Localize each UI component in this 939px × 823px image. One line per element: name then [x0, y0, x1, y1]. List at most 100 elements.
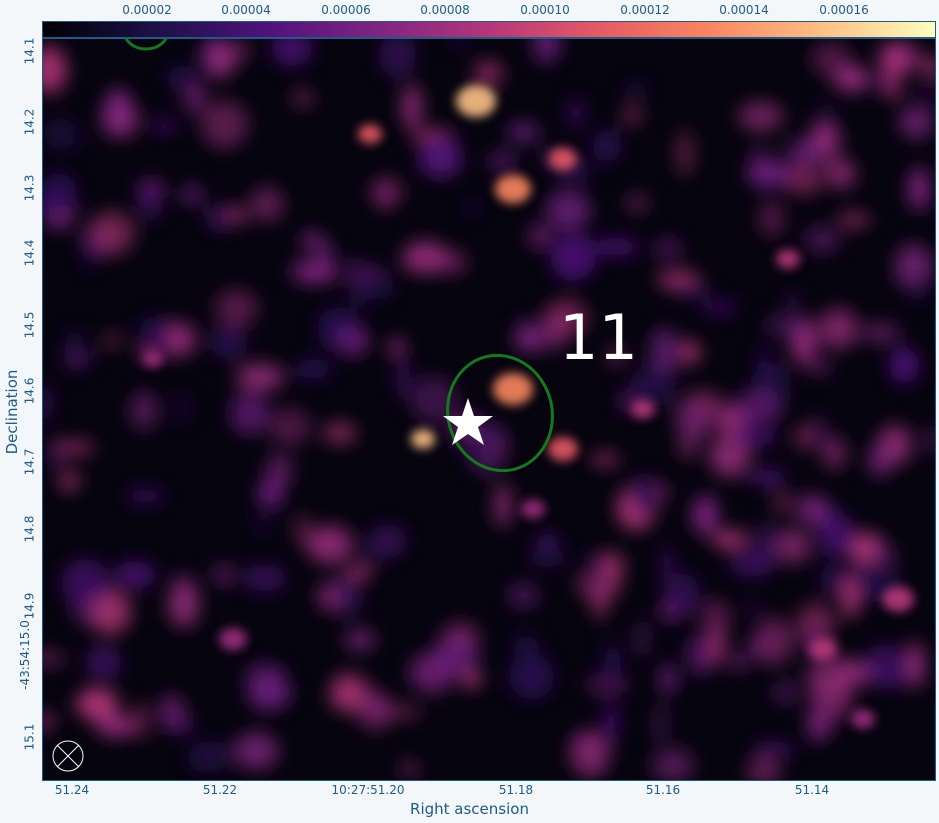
y-tick-label: 14.2	[21, 108, 36, 136]
emission-blob	[772, 682, 800, 704]
emission-blob	[370, 176, 403, 208]
emission-blob	[775, 528, 812, 564]
emission-blob	[811, 40, 851, 77]
emission-blob	[747, 469, 787, 486]
x-tick-label: 10:27:51.20	[331, 783, 405, 797]
emission-blob	[43, 384, 54, 423]
emission-blob	[294, 359, 332, 380]
emission-blob	[841, 574, 859, 619]
emission-blob	[249, 187, 284, 222]
emission-blob	[811, 122, 842, 165]
emission-blob	[547, 309, 567, 351]
emission-blob	[821, 435, 847, 471]
y-tick-label: 14.5	[21, 311, 36, 339]
emission-blob	[687, 635, 714, 675]
emission-blob	[300, 231, 325, 252]
emission-blob	[378, 39, 416, 78]
emission-blob	[43, 651, 67, 666]
emission-blob	[889, 347, 919, 383]
emission-blob	[450, 39, 467, 48]
emission-peak	[358, 124, 382, 144]
emission-blob	[635, 619, 648, 658]
y-tick-label: 14.3	[21, 174, 36, 202]
emission-blob	[347, 258, 361, 288]
emission-blob	[592, 129, 622, 163]
emission-blob	[746, 159, 792, 189]
emission-blob	[507, 122, 541, 143]
emission-blob	[784, 164, 823, 195]
emission-blob	[64, 326, 84, 374]
emission-blob	[150, 118, 178, 133]
emission-blob	[233, 39, 248, 64]
emission-blob	[656, 270, 700, 289]
emission-blob	[712, 530, 748, 549]
emission-blob	[389, 337, 405, 358]
emission-blob	[210, 326, 248, 359]
emission-blob	[884, 86, 903, 100]
y-tick-label: 14.4	[21, 239, 36, 267]
emission-blob	[797, 425, 810, 450]
x-tick-label: 51.14	[794, 783, 830, 797]
emission-blob	[630, 365, 676, 407]
emission-blob	[546, 189, 591, 232]
emission-blob	[660, 544, 674, 585]
emission-peak	[493, 373, 533, 405]
emission-blob	[692, 495, 719, 536]
emission-blob	[676, 130, 694, 177]
emission-blob	[532, 39, 561, 64]
emission-blob	[410, 376, 457, 424]
emission-blob	[698, 301, 738, 315]
emission-peaks	[143, 85, 914, 729]
emission-blob	[764, 312, 810, 339]
emission-blob	[526, 547, 569, 567]
emission-blob	[59, 470, 80, 492]
emission-peak	[521, 499, 545, 519]
emission-blob	[247, 674, 291, 711]
emission-blob	[402, 241, 449, 274]
emission-blob	[398, 762, 421, 776]
emission-blob	[205, 204, 234, 233]
emission-blob	[88, 211, 135, 255]
emission-blob	[709, 434, 751, 477]
emission-blob	[807, 706, 831, 742]
y-tick-label: 14.6	[21, 377, 36, 405]
emission-blob	[585, 551, 604, 596]
emission-peak	[411, 429, 435, 449]
emission-blob	[591, 453, 619, 466]
x-tick-label: 51.18	[498, 783, 534, 797]
emission-peak	[809, 637, 837, 661]
emission-blob	[137, 185, 163, 221]
emission-blob	[906, 641, 925, 689]
emission-blob	[818, 308, 859, 350]
emission-blob	[654, 702, 667, 746]
emission-blob	[746, 754, 781, 780]
emission-blob	[401, 84, 422, 130]
emission-blob	[654, 237, 683, 261]
emission-blob	[359, 266, 386, 279]
emission-blob	[733, 429, 778, 446]
emission-blob	[826, 160, 856, 189]
emission-blob	[158, 694, 186, 728]
emission-peak	[143, 351, 163, 367]
emission-blob	[923, 425, 935, 455]
emission-blob	[669, 284, 713, 298]
emission-blob	[129, 391, 158, 430]
emission-peak	[219, 627, 247, 651]
colorbar-tick-label: 0.00004	[221, 3, 271, 17]
emission-blob	[437, 251, 467, 274]
emission-blob	[630, 473, 658, 517]
emission-blob	[621, 80, 650, 97]
emission-blob	[85, 645, 122, 680]
emission-blob	[125, 488, 165, 504]
emission-blob	[368, 524, 407, 559]
emission-map	[43, 39, 935, 780]
emission-blob	[536, 532, 558, 553]
emission-blob	[268, 408, 311, 446]
emission-blob	[916, 83, 935, 107]
emission-blob	[660, 663, 677, 695]
emission-blob	[61, 352, 95, 365]
emission-blob	[909, 272, 928, 302]
emission-blob	[233, 732, 279, 770]
emission-blob	[461, 669, 482, 688]
y-tick-label: -43:54:15.0	[18, 620, 33, 690]
